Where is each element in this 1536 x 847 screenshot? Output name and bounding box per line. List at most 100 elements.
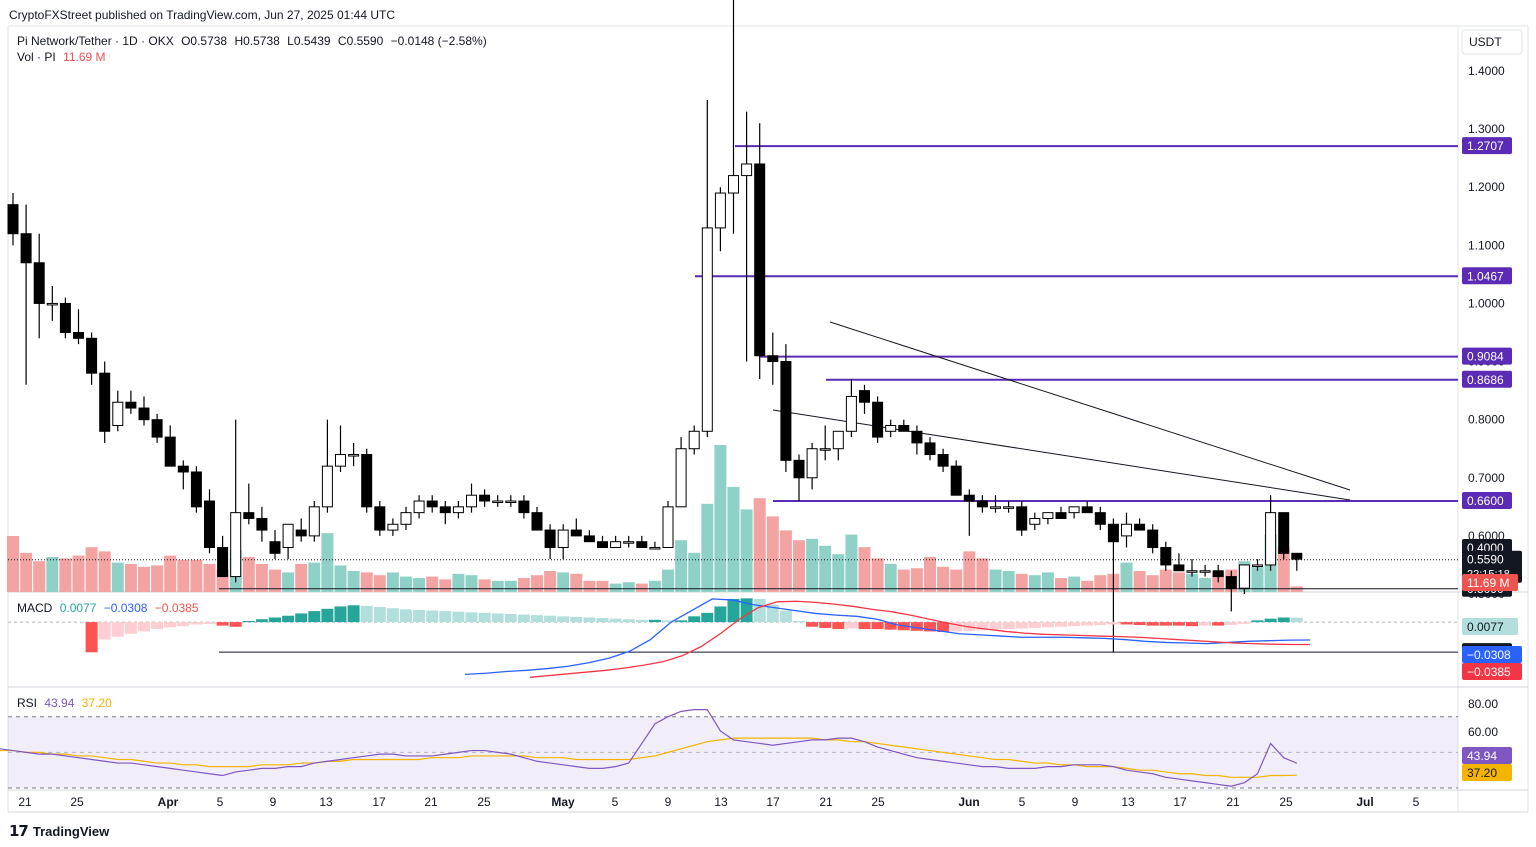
macd-line-tag — [1462, 646, 1522, 663]
macd-hist-bar — [1172, 622, 1185, 626]
macd-hist-bar — [1041, 622, 1054, 628]
macd-hist-bar — [190, 622, 203, 625]
candle-body — [649, 547, 661, 550]
macd-hist-bar — [373, 607, 386, 623]
candle-body — [623, 541, 635, 544]
candle-body — [898, 424, 910, 432]
volume-bar — [1055, 578, 1067, 592]
macd-hist-bar — [858, 622, 871, 630]
candle-body — [33, 262, 45, 304]
macd-hist-bar — [386, 608, 399, 623]
volume-bar — [1172, 572, 1185, 592]
x-tick-label: 9 — [270, 795, 277, 809]
tradingview-logo[interactable]: 𝟭𝟳 TradingView — [9, 822, 109, 840]
tradingview-logo-icon: 𝟭𝟳 — [9, 823, 29, 840]
candle-body — [1081, 506, 1093, 514]
volume-bar — [1251, 566, 1264, 592]
volume-bar — [1015, 573, 1028, 592]
volume-bar — [871, 558, 884, 592]
level-tag-text: 0.8686 — [1467, 373, 1504, 387]
macd-hist-bar — [1055, 622, 1067, 627]
macd-hist-bar — [321, 608, 334, 623]
candle-body — [728, 175, 739, 194]
candle-body — [1055, 512, 1067, 519]
macd-hist-bar — [950, 622, 963, 632]
macd-hist-bar — [989, 622, 1002, 630]
volume-bar — [753, 498, 766, 592]
candle-body — [1094, 512, 1106, 525]
volume-bar — [46, 557, 59, 592]
volume-bar — [557, 572, 570, 592]
candle-body — [557, 529, 569, 549]
volume-bar — [465, 575, 478, 592]
rsi-label[interactable]: RSI — [17, 696, 38, 710]
candle-body — [1016, 506, 1028, 531]
candle-body — [1107, 523, 1119, 543]
rsi-tick-label: 80.00 — [1468, 697, 1498, 711]
x-tick-label: 5 — [1413, 795, 1420, 809]
open-value: O0.5738 — [181, 34, 228, 48]
wedge-lower-line — [772, 409, 1351, 501]
volume-bar — [950, 569, 963, 592]
macd-hist-bar — [1120, 622, 1133, 625]
macd-hist-bar — [1238, 622, 1251, 624]
candle-body — [1225, 576, 1237, 589]
macd-hist-bar — [662, 620, 674, 623]
current-price-text: 0.5590 — [1467, 553, 1504, 567]
macd-hist-bar — [1212, 622, 1225, 626]
candle-body — [295, 529, 307, 537]
level-tag-text: 0.9084 — [1467, 350, 1504, 364]
candle-body — [1003, 506, 1015, 509]
candle-body — [479, 494, 491, 502]
candle-body — [793, 459, 805, 479]
rsi-tag — [1462, 747, 1512, 764]
volume-bar — [1159, 569, 1172, 592]
x-tick-label: 17 — [766, 795, 780, 809]
x-tick-label: Jun — [958, 795, 979, 809]
volume-bar — [20, 552, 33, 592]
volume-bar — [1199, 578, 1212, 592]
rsi-ma-tag — [1462, 764, 1512, 781]
macd-hist-bar — [1146, 622, 1159, 626]
x-tick-label: 13 — [319, 795, 333, 809]
volume-bar — [400, 576, 412, 592]
candle-body — [688, 430, 700, 450]
macd-hist-bar — [426, 610, 439, 623]
candle-body — [46, 302, 58, 306]
volume-bar — [138, 566, 150, 592]
macd-hist-value: 0.0077 — [59, 601, 97, 615]
close-value: C0.5590 — [337, 34, 384, 48]
macd-hist-bar — [714, 606, 727, 623]
volume-bar — [662, 569, 674, 592]
macd-hist-bar — [688, 616, 701, 623]
symbol-title[interactable]: Pi Network/Tether · 1D · OKX — [17, 34, 174, 48]
candle-body — [963, 494, 975, 502]
macd-hist-bar — [124, 622, 137, 634]
volume-bar — [1277, 547, 1290, 592]
macd-hist-bar — [871, 622, 884, 630]
macd-line-value: −0.0308 — [103, 601, 148, 615]
macd-hist-bar — [1015, 622, 1028, 629]
volume-bar — [989, 569, 1002, 592]
x-tick-label: 13 — [714, 795, 728, 809]
macd-hist-bar — [1277, 617, 1290, 623]
macd-hist-bar — [517, 614, 530, 623]
macd-hist-bar — [1002, 622, 1015, 630]
macd-label[interactable]: MACD — [17, 601, 53, 615]
macd-hist-tag-text: 0.0077 — [1467, 620, 1504, 634]
candle-body — [308, 506, 320, 537]
volume-bar — [675, 540, 688, 592]
volume-bar — [766, 516, 779, 592]
macd-hist-bar — [609, 618, 622, 623]
macd-hist-bar — [675, 620, 688, 623]
candle-body — [426, 500, 438, 508]
candle-body — [531, 512, 543, 531]
candle-body — [269, 541, 281, 554]
candle-body — [597, 541, 608, 549]
volume-label[interactable]: Vol · PI — [17, 50, 56, 64]
candle-body — [859, 390, 870, 403]
volume-bar — [242, 557, 255, 592]
candle-body — [1278, 512, 1290, 554]
macd-line-tag-text: −0.0308 — [1467, 648, 1511, 662]
